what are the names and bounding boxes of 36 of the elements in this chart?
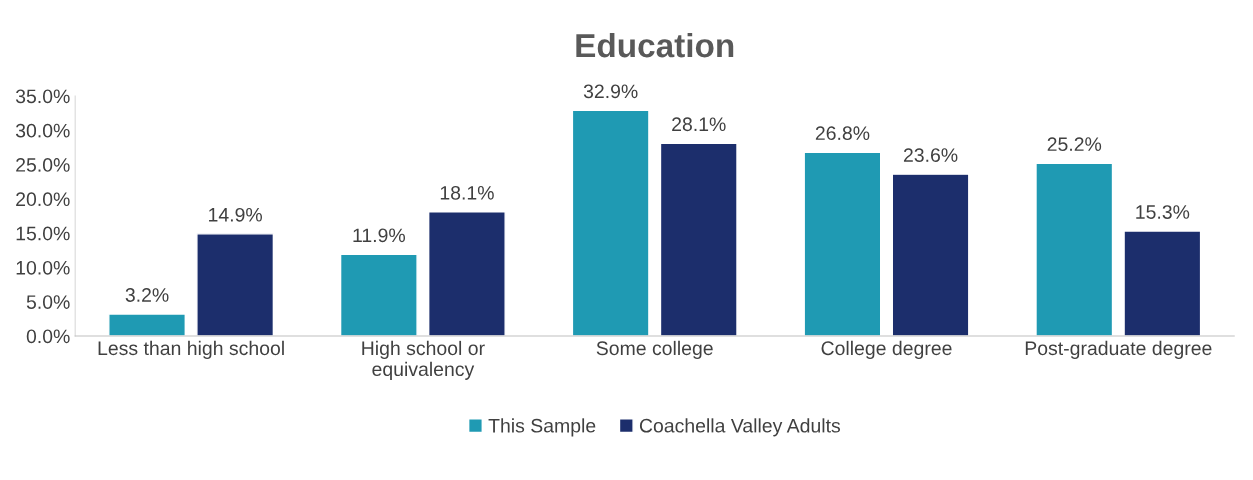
y-tick-label: 0.0%	[26, 329, 70, 344]
data-label: 15.3%	[1136, 205, 1190, 219]
data-label: 32.9%	[583, 84, 638, 99]
data-label: 26.8%	[815, 126, 870, 141]
legend-label: This Sample	[488, 418, 596, 437]
bar	[196, 233, 275, 336]
bar	[427, 211, 506, 336]
bar	[571, 109, 650, 336]
bar	[659, 142, 738, 336]
bar	[1123, 230, 1202, 336]
legend-label: Coachella Valley Adults	[639, 418, 841, 437]
x-tick-label: Some college	[596, 340, 713, 359]
data-label: 23.6%	[903, 148, 958, 162]
bar	[1035, 162, 1114, 336]
y-tick-label: 25.0%	[16, 158, 70, 172]
y-tick-label: 15.0%	[16, 226, 70, 241]
bar	[339, 253, 418, 336]
x-tick-label: High school or equivalency	[362, 340, 485, 380]
y-tick-label: 5.0%	[26, 295, 70, 309]
x-tick-label: Less than high school	[98, 340, 284, 359]
bar	[108, 313, 186, 336]
chart-title: Education	[576, 32, 734, 58]
data-label: 25.2%	[1047, 137, 1102, 152]
data-label: 28.1%	[672, 117, 726, 132]
x-tick-label: Post-graduate degree	[1025, 340, 1212, 359]
data-label: 18.1%	[440, 185, 494, 200]
data-label: 3.2%	[125, 288, 169, 302]
x-tick-label: College degree	[821, 340, 952, 359]
y-tick-label: 35.0%	[15, 89, 70, 104]
y-tick-label: 20.0%	[16, 192, 70, 207]
data-label: 11.9%	[353, 228, 405, 243]
y-tick-label: 10.0%	[16, 260, 70, 275]
y-tick-label: 30.0%	[15, 123, 70, 138]
bar	[891, 173, 970, 336]
data-label: 14.9%	[209, 207, 262, 222]
bar	[803, 151, 882, 336]
